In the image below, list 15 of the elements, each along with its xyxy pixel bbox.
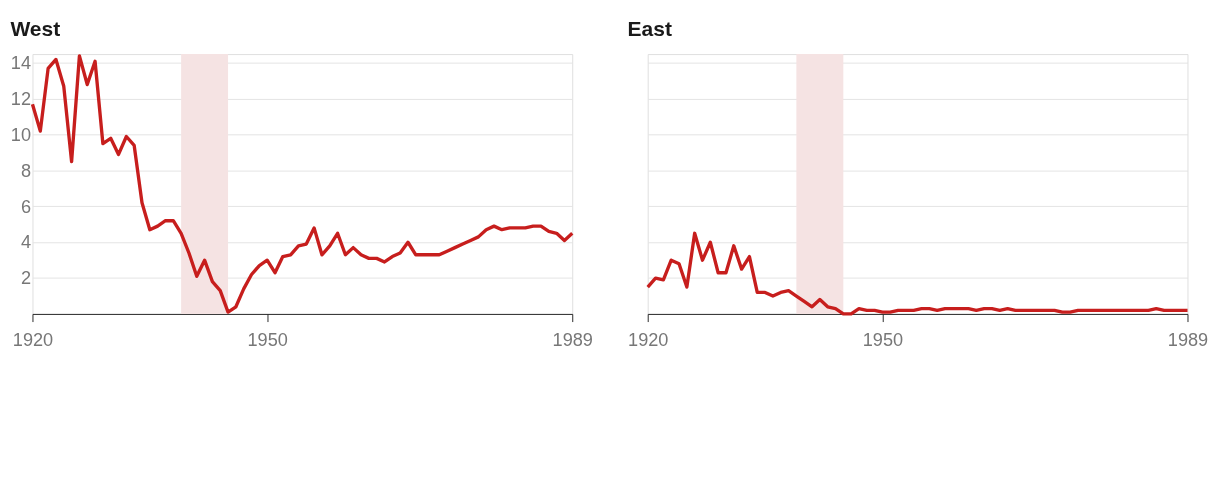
x-tick-label: 1950 — [247, 329, 288, 350]
x-tick-label: 1920 — [12, 329, 54, 350]
y-tick-label: 2 — [20, 268, 32, 289]
y-tick-label: 4 — [20, 232, 32, 253]
y-tick-label: 10 — [10, 124, 32, 145]
chart-title: West — [10, 16, 61, 40]
x-tick-label: 1920 — [628, 329, 669, 350]
x-tick-label: 1989 — [1167, 329, 1209, 350]
x-tick-label: 1989 — [552, 329, 593, 350]
y-tick-label: 12 — [10, 89, 32, 110]
x-tick-label: 1950 — [862, 329, 904, 350]
chart-title: East — [627, 16, 672, 40]
y-tick-label: 6 — [20, 196, 32, 217]
y-tick-label: 14 — [10, 53, 32, 74]
y-tick-label: 8 — [20, 160, 32, 181]
